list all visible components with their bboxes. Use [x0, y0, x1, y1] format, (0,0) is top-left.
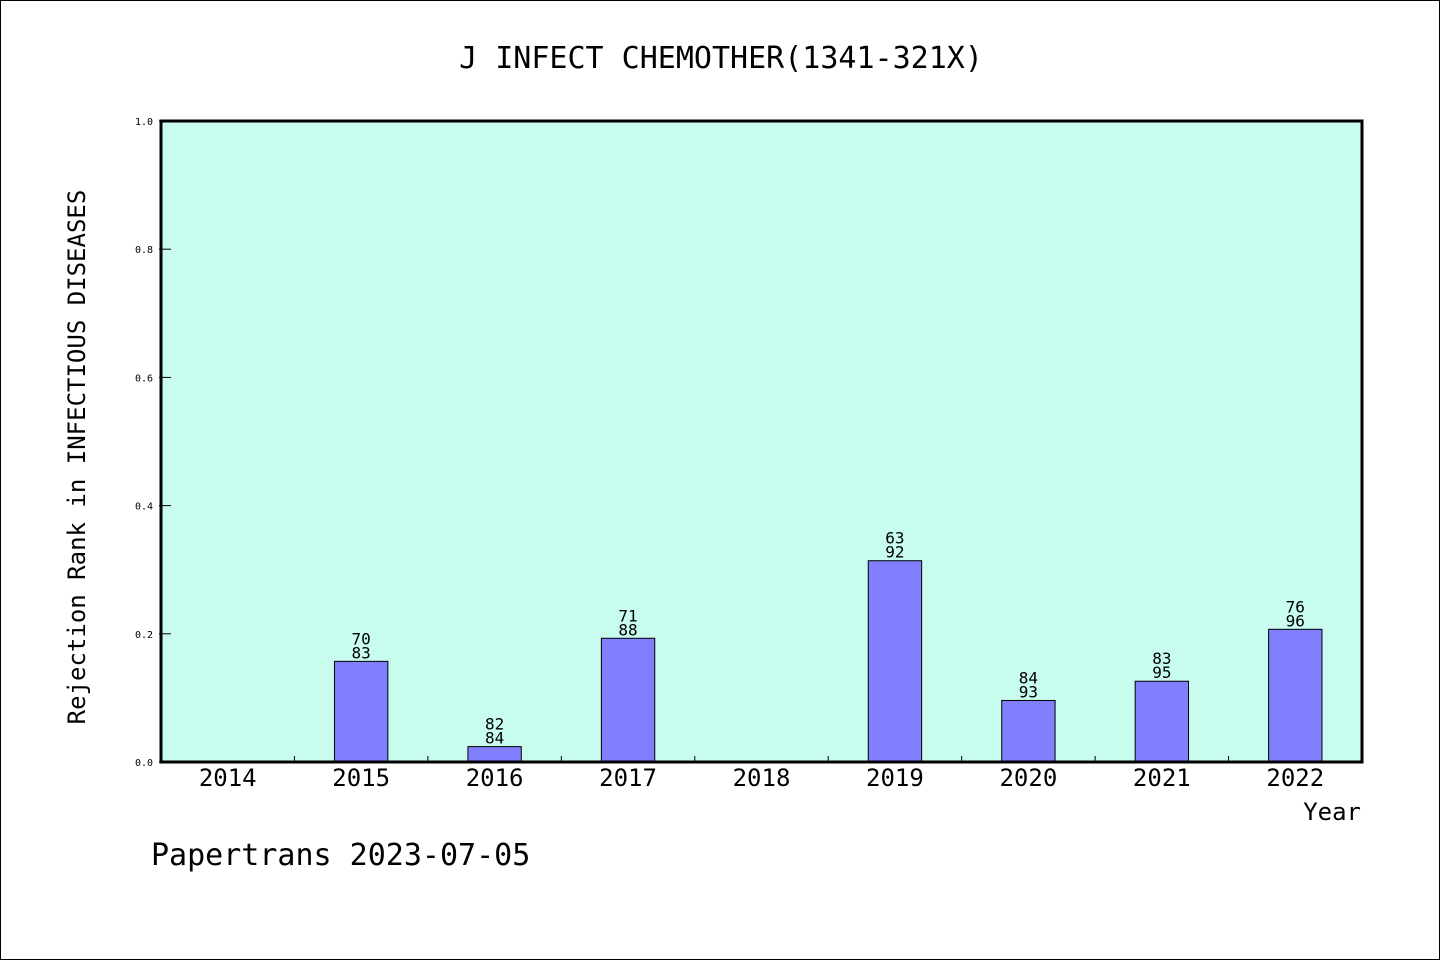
bar-label-top: 71	[618, 606, 637, 625]
bar-label-bottom: 83	[352, 643, 371, 662]
bar-label-bottom: 93	[1019, 682, 1038, 701]
footer-text: Papertrans 2023-07-05	[151, 838, 530, 873]
y-tick-label: 0.6	[135, 373, 153, 384]
y-tick-label: 1.0	[135, 117, 153, 128]
plot-area	[161, 121, 1362, 762]
bar-label-top: 83	[1152, 649, 1171, 668]
bar-label-bottom: 84	[485, 729, 504, 748]
bar-2021	[1134, 680, 1190, 763]
bar-2015	[333, 660, 389, 763]
bar-label-top: 84	[1019, 668, 1038, 687]
plot-border	[159, 119, 1364, 764]
x-axis-label: Year	[1303, 798, 1361, 826]
bar-2020	[1001, 699, 1056, 763]
x-tick-label: 2021	[1133, 764, 1191, 792]
x-axis-ticks: 2014 2015 2016 2017 2018 2019 2020 2021 2022	[199, 756, 1324, 792]
bar-label-top: 70	[352, 629, 371, 648]
x-tick-label: 2017	[599, 764, 657, 792]
bar-label-top: 82	[485, 715, 504, 734]
bar-2019	[867, 560, 923, 763]
y-tick-label: 0.8	[135, 245, 153, 256]
bar-label-top: 76	[1286, 597, 1305, 616]
bar-label-bottom: 92	[885, 543, 904, 562]
x-tick-label: 2015	[332, 764, 390, 792]
x-tick-label: 2018	[733, 764, 791, 792]
bar-2016	[467, 746, 522, 763]
x-tick-label: 2022	[1266, 764, 1324, 792]
y-tick-label: 0.2	[135, 630, 153, 641]
y-tick-label: 0.4	[135, 502, 153, 513]
bar-group	[333, 560, 1323, 763]
bar-label-bottom: 88	[618, 620, 637, 639]
bar-2017	[600, 637, 656, 763]
x-tick-label: 2020	[999, 764, 1057, 792]
x-tick-label: 2014	[199, 764, 257, 792]
chart-title: J INFECT CHEMOTHER(1341-321X)	[459, 41, 983, 76]
bar-label-bottom: 95	[1152, 663, 1171, 682]
x-tick-label: 2019	[866, 764, 924, 792]
y-tick-label: 0.0	[135, 758, 153, 769]
bar-label-bottom: 96	[1286, 611, 1305, 630]
y-axis-label: Rejection Rank in INFECTIOUS DISEASES	[63, 190, 91, 725]
bar-2022	[1268, 628, 1323, 763]
bar-label-top: 63	[885, 529, 904, 548]
x-tick-label: 2016	[466, 764, 524, 792]
